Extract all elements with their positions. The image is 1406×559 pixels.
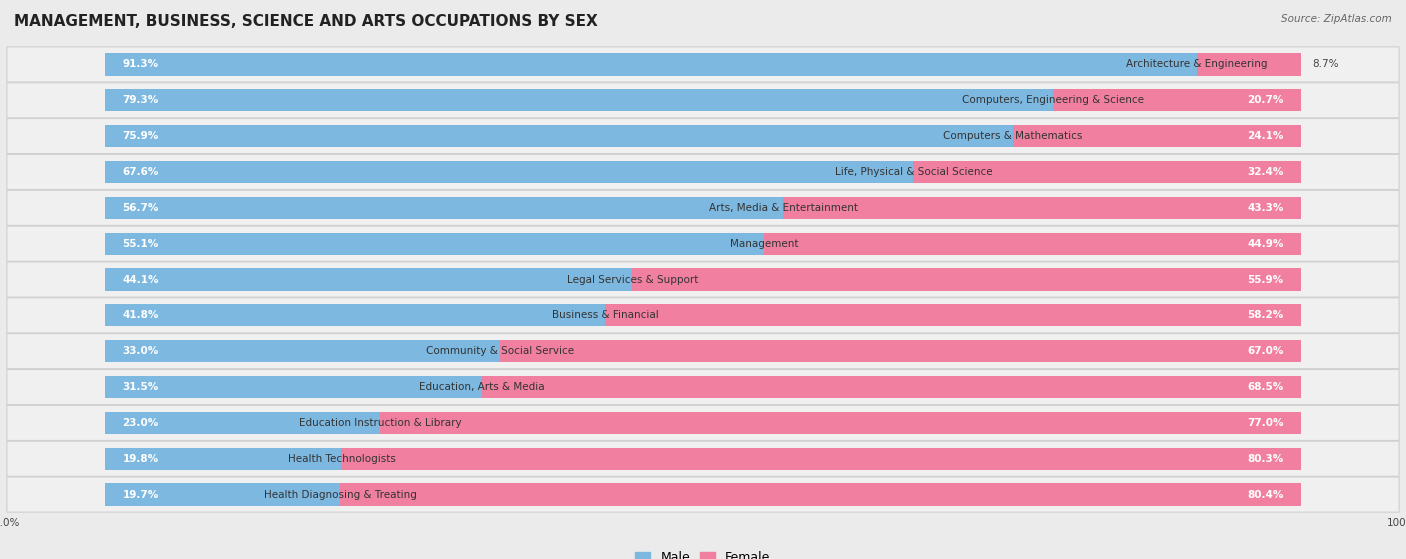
Bar	[105, 125, 1012, 147]
Text: 24.1%: 24.1%	[1247, 131, 1284, 141]
Bar	[340, 484, 1301, 506]
Text: 55.1%: 55.1%	[122, 239, 159, 249]
Bar	[105, 412, 380, 434]
Text: Arts, Media & Entertainment: Arts, Media & Entertainment	[709, 203, 858, 213]
Text: Health Technologists: Health Technologists	[288, 454, 395, 464]
FancyBboxPatch shape	[7, 154, 1399, 190]
Text: 19.8%: 19.8%	[122, 454, 159, 464]
Legend: Male, Female: Male, Female	[630, 546, 776, 559]
Text: 80.3%: 80.3%	[1247, 454, 1284, 464]
Text: Life, Physical & Social Science: Life, Physical & Social Science	[835, 167, 993, 177]
Text: 56.7%: 56.7%	[122, 203, 159, 213]
Bar	[1197, 53, 1301, 75]
FancyBboxPatch shape	[7, 298, 1399, 333]
Bar	[763, 233, 1301, 255]
Text: 68.5%: 68.5%	[1247, 382, 1284, 392]
Bar	[482, 376, 1301, 398]
Text: 20.7%: 20.7%	[1247, 95, 1284, 105]
FancyBboxPatch shape	[7, 441, 1399, 476]
Text: Community & Social Service: Community & Social Service	[426, 346, 574, 356]
Text: 91.3%: 91.3%	[122, 59, 159, 69]
Bar	[105, 376, 482, 398]
FancyBboxPatch shape	[7, 405, 1399, 440]
FancyBboxPatch shape	[7, 226, 1399, 261]
FancyBboxPatch shape	[7, 119, 1399, 154]
FancyBboxPatch shape	[7, 477, 1399, 512]
Text: 32.4%: 32.4%	[1247, 167, 1284, 177]
Text: Business & Financial: Business & Financial	[551, 310, 658, 320]
Bar	[340, 448, 1301, 470]
Text: Education Instruction & Library: Education Instruction & Library	[299, 418, 461, 428]
Bar	[105, 233, 763, 255]
FancyBboxPatch shape	[7, 190, 1399, 225]
Text: 23.0%: 23.0%	[122, 418, 159, 428]
Bar	[105, 448, 342, 470]
Text: Computers, Engineering & Science: Computers, Engineering & Science	[962, 95, 1144, 105]
Text: 19.7%: 19.7%	[122, 490, 159, 500]
Bar	[105, 340, 501, 362]
Text: Legal Services & Support: Legal Services & Support	[567, 274, 699, 285]
Bar	[105, 161, 914, 183]
Bar	[1053, 89, 1301, 111]
Bar	[105, 304, 605, 326]
Text: 77.0%: 77.0%	[1247, 418, 1284, 428]
Text: 31.5%: 31.5%	[122, 382, 159, 392]
Text: 58.2%: 58.2%	[1247, 310, 1284, 320]
Bar	[105, 484, 340, 506]
Text: 67.6%: 67.6%	[122, 167, 159, 177]
Bar	[380, 412, 1301, 434]
Text: MANAGEMENT, BUSINESS, SCIENCE AND ARTS OCCUPATIONS BY SEX: MANAGEMENT, BUSINESS, SCIENCE AND ARTS O…	[14, 14, 598, 29]
Text: 44.9%: 44.9%	[1247, 239, 1284, 249]
Bar	[633, 268, 1301, 291]
Text: 8.7%: 8.7%	[1312, 59, 1339, 69]
FancyBboxPatch shape	[7, 47, 1399, 82]
FancyBboxPatch shape	[7, 83, 1399, 118]
FancyBboxPatch shape	[7, 334, 1399, 369]
Bar	[105, 268, 633, 291]
Text: 80.4%: 80.4%	[1247, 490, 1284, 500]
Text: 44.1%: 44.1%	[122, 274, 159, 285]
Text: Architecture & Engineering: Architecture & Engineering	[1126, 59, 1267, 69]
Text: Source: ZipAtlas.com: Source: ZipAtlas.com	[1281, 14, 1392, 24]
Text: 79.3%: 79.3%	[122, 95, 159, 105]
Bar	[914, 161, 1301, 183]
FancyBboxPatch shape	[7, 369, 1399, 405]
Text: Education, Arts & Media: Education, Arts & Media	[419, 382, 544, 392]
Bar	[501, 340, 1301, 362]
Text: Computers & Mathematics: Computers & Mathematics	[943, 131, 1083, 141]
Text: 67.0%: 67.0%	[1247, 346, 1284, 356]
Bar	[783, 197, 1301, 219]
Text: 55.9%: 55.9%	[1247, 274, 1284, 285]
Text: 43.3%: 43.3%	[1247, 203, 1284, 213]
Bar	[105, 197, 783, 219]
Text: Health Diagnosing & Treating: Health Diagnosing & Treating	[264, 490, 416, 500]
Text: 75.9%: 75.9%	[122, 131, 159, 141]
Text: 41.8%: 41.8%	[122, 310, 159, 320]
Bar	[105, 89, 1053, 111]
Bar	[1012, 125, 1301, 147]
Bar	[105, 53, 1197, 75]
Text: Management: Management	[730, 239, 799, 249]
FancyBboxPatch shape	[7, 262, 1399, 297]
Bar	[605, 304, 1301, 326]
Text: 33.0%: 33.0%	[122, 346, 159, 356]
